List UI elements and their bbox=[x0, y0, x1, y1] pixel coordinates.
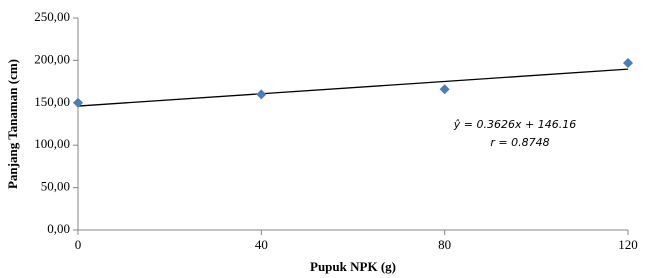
y-axis-label: Panjang Tanaman (cm) bbox=[5, 59, 20, 189]
x-tick-label: 40 bbox=[255, 237, 268, 252]
correlation: r = 0.8748 bbox=[490, 136, 549, 149]
x-tick-label: 0 bbox=[75, 237, 82, 252]
x-tick-label: 120 bbox=[618, 237, 638, 252]
y-tick-label: 250,00 bbox=[34, 9, 70, 24]
x-axis-label: Pupuk NPK (g) bbox=[310, 259, 396, 274]
x-tick-label: 80 bbox=[438, 237, 451, 252]
trendline bbox=[77, 68, 629, 107]
marker bbox=[256, 89, 267, 100]
y-tick-label: 200,00 bbox=[34, 51, 70, 66]
equation: ŷ = 0.3626x + 146.16 bbox=[453, 118, 576, 131]
marker bbox=[73, 97, 83, 108]
marker bbox=[623, 57, 633, 68]
y-tick-label: 0,00 bbox=[47, 221, 70, 236]
y-tick-label: 100,00 bbox=[34, 136, 70, 151]
marker bbox=[439, 84, 450, 95]
y-tick-label: 150,00 bbox=[34, 94, 70, 109]
y-tick-label: 50,00 bbox=[41, 179, 70, 194]
